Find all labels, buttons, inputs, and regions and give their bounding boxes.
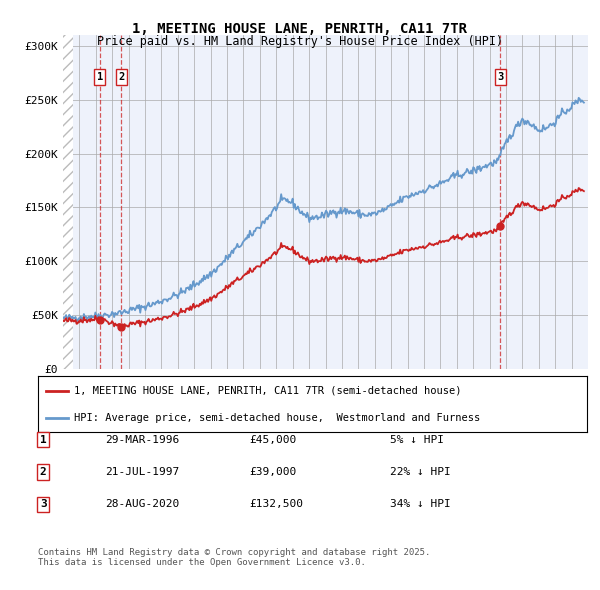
Text: 1: 1 xyxy=(40,435,47,444)
Text: Contains HM Land Registry data © Crown copyright and database right 2025.
This d: Contains HM Land Registry data © Crown c… xyxy=(38,548,430,567)
Text: £39,000: £39,000 xyxy=(249,467,296,477)
Text: 1: 1 xyxy=(97,72,103,82)
Text: 5% ↓ HPI: 5% ↓ HPI xyxy=(390,435,444,444)
Text: 28-AUG-2020: 28-AUG-2020 xyxy=(105,500,179,509)
Text: 3: 3 xyxy=(40,500,47,509)
Text: 1, MEETING HOUSE LANE, PENRITH, CA11 7TR: 1, MEETING HOUSE LANE, PENRITH, CA11 7TR xyxy=(133,22,467,37)
Text: 34% ↓ HPI: 34% ↓ HPI xyxy=(390,500,451,509)
Text: 2: 2 xyxy=(40,467,47,477)
Text: HPI: Average price, semi-detached house,  Westmorland and Furness: HPI: Average price, semi-detached house,… xyxy=(74,413,480,423)
Text: Price paid vs. HM Land Registry's House Price Index (HPI): Price paid vs. HM Land Registry's House … xyxy=(97,35,503,48)
Text: £132,500: £132,500 xyxy=(249,500,303,509)
Text: 1, MEETING HOUSE LANE, PENRITH, CA11 7TR (semi-detached house): 1, MEETING HOUSE LANE, PENRITH, CA11 7TR… xyxy=(74,386,461,396)
Text: 22% ↓ HPI: 22% ↓ HPI xyxy=(390,467,451,477)
Text: 21-JUL-1997: 21-JUL-1997 xyxy=(105,467,179,477)
Text: 2: 2 xyxy=(118,72,124,82)
Text: £45,000: £45,000 xyxy=(249,435,296,444)
Text: 29-MAR-1996: 29-MAR-1996 xyxy=(105,435,179,444)
Text: 3: 3 xyxy=(497,72,503,82)
